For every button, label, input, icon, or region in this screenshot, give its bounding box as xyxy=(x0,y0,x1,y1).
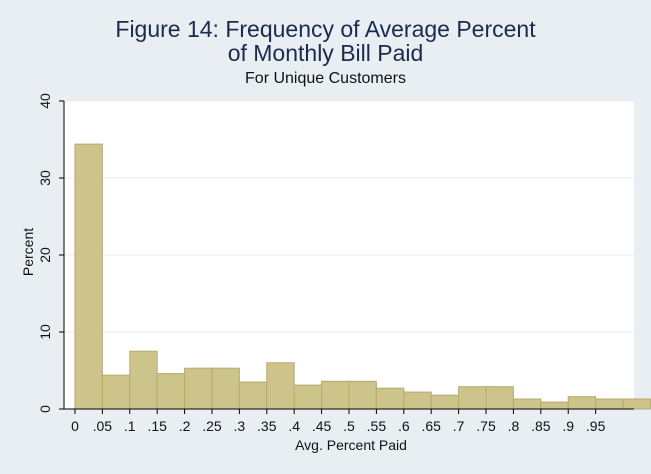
x-axis-title: Avg. Percent Paid xyxy=(295,437,407,453)
x-tick-label: .4 xyxy=(288,418,300,434)
histogram-bar xyxy=(595,398,624,410)
histogram-bar xyxy=(156,373,186,410)
histogram-bar xyxy=(129,350,158,410)
bars xyxy=(74,143,651,410)
histogram-bar xyxy=(74,143,103,410)
histogram-bar xyxy=(622,398,651,410)
y-axis-title: Percent xyxy=(20,228,36,276)
histogram-bar xyxy=(184,367,213,410)
chart-title-line-2: of Monthly Bill Paid xyxy=(227,40,424,66)
x-tick-label: .55 xyxy=(367,418,387,434)
x-tick-label: .35 xyxy=(257,418,277,434)
y-tick-label: 40 xyxy=(37,93,53,109)
histogram-bar xyxy=(293,384,323,410)
x-tick-label: .1 xyxy=(124,418,136,434)
histogram-bar xyxy=(458,386,487,410)
histogram-bar xyxy=(211,367,240,410)
x-tick-label: .9 xyxy=(562,418,574,434)
histogram-bar xyxy=(348,380,377,410)
y-tick-label: 10 xyxy=(37,324,53,340)
x-tick-label: .7 xyxy=(453,418,465,434)
histogram-bar xyxy=(101,374,131,410)
y-tick-label: 0 xyxy=(37,405,53,413)
histogram-bar xyxy=(238,381,268,410)
x-tick-label: .6 xyxy=(398,418,410,434)
y-tick-label: 20 xyxy=(37,247,53,263)
x-tick-label: .25 xyxy=(202,418,222,434)
histogram-bar xyxy=(512,398,542,410)
histogram-bar xyxy=(485,386,514,410)
x-tick-label: .95 xyxy=(586,418,606,434)
histogram-bar xyxy=(266,362,295,410)
axes: 0 10 20 30 40 0 .05 .1 .15 .2 .25 .3 .35 .4 .45 .5 .55 .6… xyxy=(37,93,634,434)
histogram-bar xyxy=(567,396,597,410)
histogram-bar xyxy=(540,401,569,410)
histogram-bar xyxy=(403,391,432,410)
x-tick-label: .05 xyxy=(93,418,113,434)
histogram-bar xyxy=(375,387,405,410)
x-tick-label: .65 xyxy=(421,418,441,434)
chart-title-line-1: Figure 14: Frequency of Average Percent xyxy=(115,16,536,42)
chart-subtitle: For Unique Customers xyxy=(245,70,406,87)
x-tick-label: .3 xyxy=(234,418,246,434)
x-tick-label: .2 xyxy=(179,418,191,434)
x-tick-label: 0 xyxy=(71,418,79,434)
x-tick-label: .45 xyxy=(312,418,332,434)
x-tick-label: .5 xyxy=(343,418,355,434)
y-tick-label: 30 xyxy=(37,170,53,186)
histogram-bar xyxy=(321,380,350,410)
grid-lines xyxy=(64,100,634,333)
x-tick-label: .15 xyxy=(147,418,167,434)
x-tick-label: .85 xyxy=(531,418,551,434)
x-tick-label: .75 xyxy=(476,418,496,434)
x-tick-label: .8 xyxy=(508,418,520,434)
histogram-bar xyxy=(430,394,460,410)
